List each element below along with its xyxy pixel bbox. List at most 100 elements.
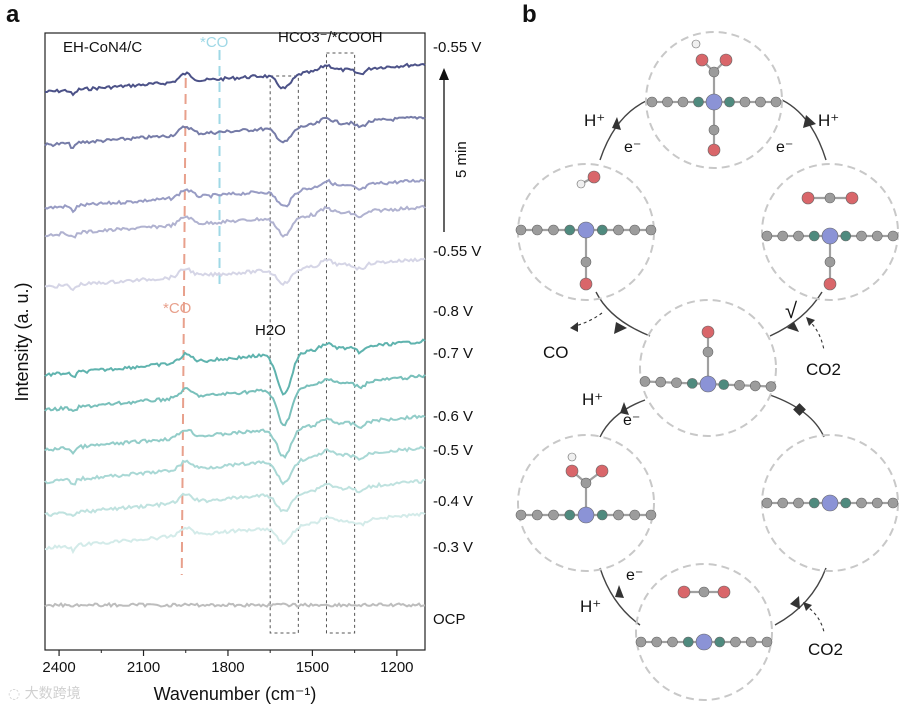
carbon-atom	[761, 230, 773, 242]
carbon-atom	[662, 96, 673, 108]
nitrogen-atom	[840, 230, 852, 242]
nitrogen-atom	[682, 636, 694, 648]
oxygen-atom	[701, 325, 715, 339]
hydrogen-atom	[576, 179, 586, 189]
sqrt-symbol: √	[785, 298, 798, 323]
h-plus-label: H⁺	[818, 111, 839, 130]
nitrogen-atom	[596, 224, 608, 236]
carbon-atom	[708, 124, 720, 136]
state-co-site-right	[761, 434, 899, 572]
carbon-atom	[629, 224, 641, 236]
state--cooh-top	[645, 31, 783, 169]
oxygen-atom	[801, 191, 815, 205]
co-top-label: *CO	[200, 34, 228, 51]
cobalt-atom	[699, 375, 717, 393]
h-plus-label: H⁺	[582, 390, 603, 409]
oxygen-atom	[595, 464, 609, 478]
band-h2o	[269, 75, 299, 634]
carbon-atom	[667, 636, 678, 648]
carbon-atom	[730, 636, 741, 648]
x-tick-label: 2400	[42, 659, 75, 676]
cobalt-atom	[821, 227, 839, 245]
nitrogen-atom	[714, 636, 726, 648]
nitrogen-atom	[724, 96, 735, 108]
oxygen-atom	[695, 53, 709, 67]
carbon-atom	[708, 66, 720, 78]
y-axis-label: Intensity (a. u.)	[12, 282, 32, 401]
series-line	[44, 178, 426, 214]
state--cooh-left	[515, 434, 657, 572]
carbon-atom	[629, 509, 641, 521]
nitrogen-atom	[596, 509, 608, 521]
carbon-atom	[580, 477, 592, 489]
nitrogen-atom	[840, 497, 852, 509]
carbon-atom	[677, 96, 689, 108]
oxygen-atom	[587, 170, 601, 184]
carbon-atom	[739, 96, 751, 108]
band-hco3cooh	[325, 52, 356, 634]
cobalt-atom	[577, 506, 595, 524]
oxygen-atom	[717, 585, 731, 599]
oxygen-atom	[565, 464, 579, 478]
series-label: -0.5 V	[433, 442, 473, 459]
carbon-atom	[645, 224, 657, 236]
carbon-atom	[613, 224, 624, 236]
carbon-atom	[645, 509, 657, 521]
co-marker-line	[180, 77, 187, 576]
carbon-atom	[580, 256, 592, 268]
panel-a-label: a	[6, 1, 20, 28]
panel-b-label: b	[522, 1, 537, 28]
carbon-atom	[824, 192, 836, 204]
x-tick-label: 1200	[380, 659, 413, 676]
nitrogen-atom	[693, 96, 704, 108]
carbon-atom	[655, 376, 667, 388]
carbon-atom	[793, 230, 804, 242]
marker-group	[180, 50, 221, 576]
carbon-atom	[698, 586, 710, 598]
state-co2-bottom	[635, 563, 773, 701]
co2-label: CO2	[808, 640, 843, 659]
spectra-group	[44, 62, 426, 609]
series-label: -0.6 V	[433, 408, 473, 425]
carbon-atom	[856, 497, 867, 509]
state-circle	[635, 563, 773, 701]
h-plus-label: H⁺	[584, 111, 605, 130]
carbon-atom	[702, 346, 714, 358]
e-minus-label: e⁻	[776, 139, 793, 156]
h-plus-label: H⁺	[580, 597, 601, 616]
state--co-center	[639, 299, 777, 437]
carbon-atom	[531, 224, 543, 236]
series-line	[44, 511, 426, 555]
cobalt-atom	[577, 221, 595, 239]
x-tick-label: 1800	[211, 659, 244, 676]
co2-label: CO2	[806, 360, 841, 379]
state-circle	[517, 434, 655, 572]
carbon-atom	[887, 230, 899, 242]
hco3-label: HCO3⁻/*COOH	[278, 29, 383, 46]
carbon-atom	[531, 509, 543, 521]
series-label: OCP	[433, 611, 466, 628]
time-arrow-head	[439, 68, 449, 80]
plot-frame	[44, 32, 426, 651]
x-tick-label: 1500	[296, 659, 329, 676]
series-label: -0.55 V	[433, 39, 481, 56]
oxygen-atom	[845, 191, 859, 205]
carbon-atom	[651, 636, 663, 648]
cycle-arrowheads	[612, 115, 816, 609]
carbon-atom	[515, 224, 527, 236]
carbon-atom	[761, 636, 773, 648]
carbon-atom	[548, 224, 559, 236]
carbon-atom	[515, 509, 527, 521]
state-circle	[639, 299, 777, 437]
series-label: -0.8 V	[433, 303, 473, 320]
carbon-atom	[761, 497, 773, 509]
dashed-arrowheads	[570, 317, 815, 611]
carbon-atom	[548, 509, 559, 521]
cobalt-atom	[705, 93, 723, 111]
e-minus-label: e⁻	[624, 139, 641, 156]
carbon-atom	[646, 96, 658, 108]
e-minus-label: e⁻	[626, 567, 643, 584]
oxygen-atom	[823, 277, 837, 291]
hydrogen-atom	[567, 452, 577, 462]
